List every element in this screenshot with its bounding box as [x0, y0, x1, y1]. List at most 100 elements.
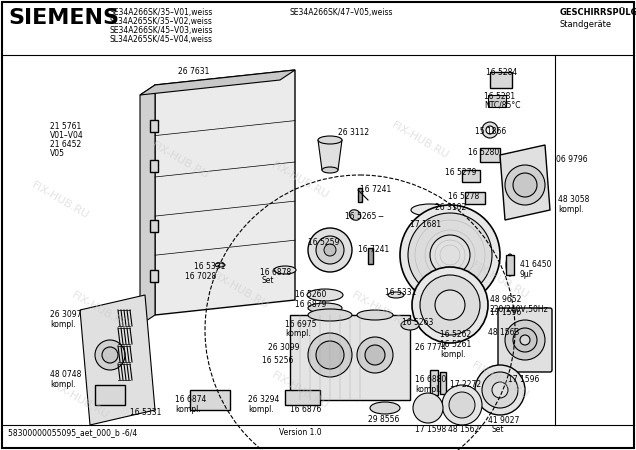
Circle shape: [520, 335, 530, 345]
Text: 15 1866: 15 1866: [475, 127, 506, 136]
Circle shape: [435, 290, 465, 320]
Circle shape: [357, 337, 393, 373]
Text: 16 5331: 16 5331: [194, 262, 225, 271]
Circle shape: [413, 393, 443, 423]
Circle shape: [324, 244, 336, 256]
Text: 26 7631: 26 7631: [178, 67, 209, 76]
Text: 16 6879: 16 6879: [295, 300, 326, 309]
Text: FIX-HUB.RU: FIX-HUB.RU: [69, 290, 130, 330]
Text: FIX-HUB.RU: FIX-HUB.RU: [50, 380, 111, 420]
Ellipse shape: [370, 402, 400, 414]
Circle shape: [95, 340, 125, 370]
Bar: [190, 390, 230, 410]
Text: 16 5331: 16 5331: [130, 408, 162, 417]
Text: 41 9027: 41 9027: [488, 416, 520, 425]
Text: kompl.: kompl.: [50, 380, 76, 389]
Text: 06 9796: 06 9796: [556, 155, 588, 164]
Text: NTC/85°C: NTC/85°C: [484, 101, 520, 110]
Circle shape: [482, 122, 498, 138]
Polygon shape: [140, 85, 155, 325]
Ellipse shape: [274, 266, 296, 274]
Text: 17 1598: 17 1598: [415, 425, 446, 434]
Circle shape: [475, 365, 525, 415]
Text: kompl.: kompl.: [415, 385, 441, 394]
Text: SL34A265SK/45–V04,weiss: SL34A265SK/45–V04,weiss: [110, 35, 213, 44]
Circle shape: [102, 347, 118, 363]
Bar: [465, 192, 485, 204]
Circle shape: [492, 382, 508, 398]
Text: 21 6452: 21 6452: [50, 140, 81, 149]
Text: 9μF: 9μF: [520, 270, 534, 279]
Circle shape: [308, 333, 352, 377]
Text: SL34A265SK/35–V02,weiss: SL34A265SK/35–V02,weiss: [110, 17, 213, 26]
Text: FIX-HUB.RU: FIX-HUB.RU: [30, 180, 90, 220]
Text: FIX-HUB.RU: FIX-HUB.RU: [469, 360, 530, 400]
Text: 16 5265 ─: 16 5265 ─: [345, 212, 384, 221]
Text: 26 3112: 26 3112: [338, 128, 369, 137]
Bar: [150, 270, 158, 282]
Circle shape: [505, 165, 545, 205]
Ellipse shape: [506, 254, 514, 276]
Text: 48 0748: 48 0748: [50, 370, 81, 379]
Text: 29 8556: 29 8556: [368, 415, 399, 424]
Circle shape: [420, 275, 480, 335]
Bar: [150, 220, 158, 232]
Text: 26 7774: 26 7774: [415, 343, 446, 352]
Bar: [506, 255, 514, 275]
Text: 16 5260: 16 5260: [295, 290, 326, 299]
Text: 16 6876: 16 6876: [290, 405, 321, 414]
Bar: [430, 370, 438, 395]
Ellipse shape: [308, 303, 342, 313]
Text: 16 5278: 16 5278: [448, 192, 480, 201]
Circle shape: [430, 235, 470, 275]
Text: 48 3058: 48 3058: [558, 195, 590, 204]
Text: 16 7028: 16 7028: [185, 272, 216, 281]
Text: 16 6880: 16 6880: [415, 375, 446, 384]
Bar: [285, 390, 320, 405]
Bar: [480, 148, 500, 162]
Text: Version 1.0: Version 1.0: [279, 428, 321, 437]
Text: kompl.: kompl.: [248, 405, 273, 414]
Text: kompl.: kompl.: [285, 329, 311, 338]
Text: 21 5761: 21 5761: [50, 122, 81, 131]
Text: 58300000055095_aet_000_b -6/4: 58300000055095_aet_000_b -6/4: [8, 428, 137, 437]
Text: 16 5284: 16 5284: [486, 68, 517, 77]
Circle shape: [308, 228, 352, 272]
Text: 16 6874: 16 6874: [175, 395, 206, 404]
Text: 16 6878: 16 6878: [260, 268, 291, 277]
Polygon shape: [140, 70, 295, 95]
FancyBboxPatch shape: [290, 315, 410, 400]
FancyBboxPatch shape: [498, 308, 552, 372]
Ellipse shape: [307, 289, 343, 301]
Polygon shape: [80, 295, 155, 425]
Text: Set: Set: [262, 276, 275, 285]
Circle shape: [442, 385, 482, 425]
Text: 16 5259: 16 5259: [308, 238, 340, 247]
Text: V01–V04: V01–V04: [50, 131, 84, 140]
Text: 16 7241: 16 7241: [358, 245, 389, 254]
Ellipse shape: [411, 204, 449, 216]
Ellipse shape: [318, 136, 342, 144]
Text: FIX-HUB.RU: FIX-HUB.RU: [149, 140, 211, 180]
Ellipse shape: [357, 310, 393, 320]
Text: FIX-HUB.RU: FIX-HUB.RU: [350, 290, 410, 330]
Text: 48 9652: 48 9652: [490, 295, 522, 304]
Circle shape: [505, 320, 545, 360]
Text: 16 5263: 16 5263: [402, 318, 433, 327]
Text: FIX-HUB.RU: FIX-HUB.RU: [210, 270, 270, 310]
Ellipse shape: [401, 320, 419, 330]
Text: 48 1563: 48 1563: [488, 328, 520, 337]
Ellipse shape: [308, 309, 352, 321]
Bar: [488, 95, 506, 107]
Text: 16 5261: 16 5261: [440, 340, 471, 349]
Text: FIX-HUB.RU: FIX-HUB.RU: [469, 260, 530, 301]
Text: 220/240V,50Hz: 220/240V,50Hz: [490, 305, 549, 314]
Bar: [150, 120, 158, 132]
Circle shape: [365, 345, 385, 365]
Circle shape: [449, 392, 475, 418]
Text: 26 3099: 26 3099: [268, 343, 300, 352]
Bar: [490, 72, 512, 88]
Text: kompl.: kompl.: [440, 350, 466, 359]
Text: kompl.: kompl.: [175, 405, 201, 414]
Bar: [462, 170, 480, 182]
